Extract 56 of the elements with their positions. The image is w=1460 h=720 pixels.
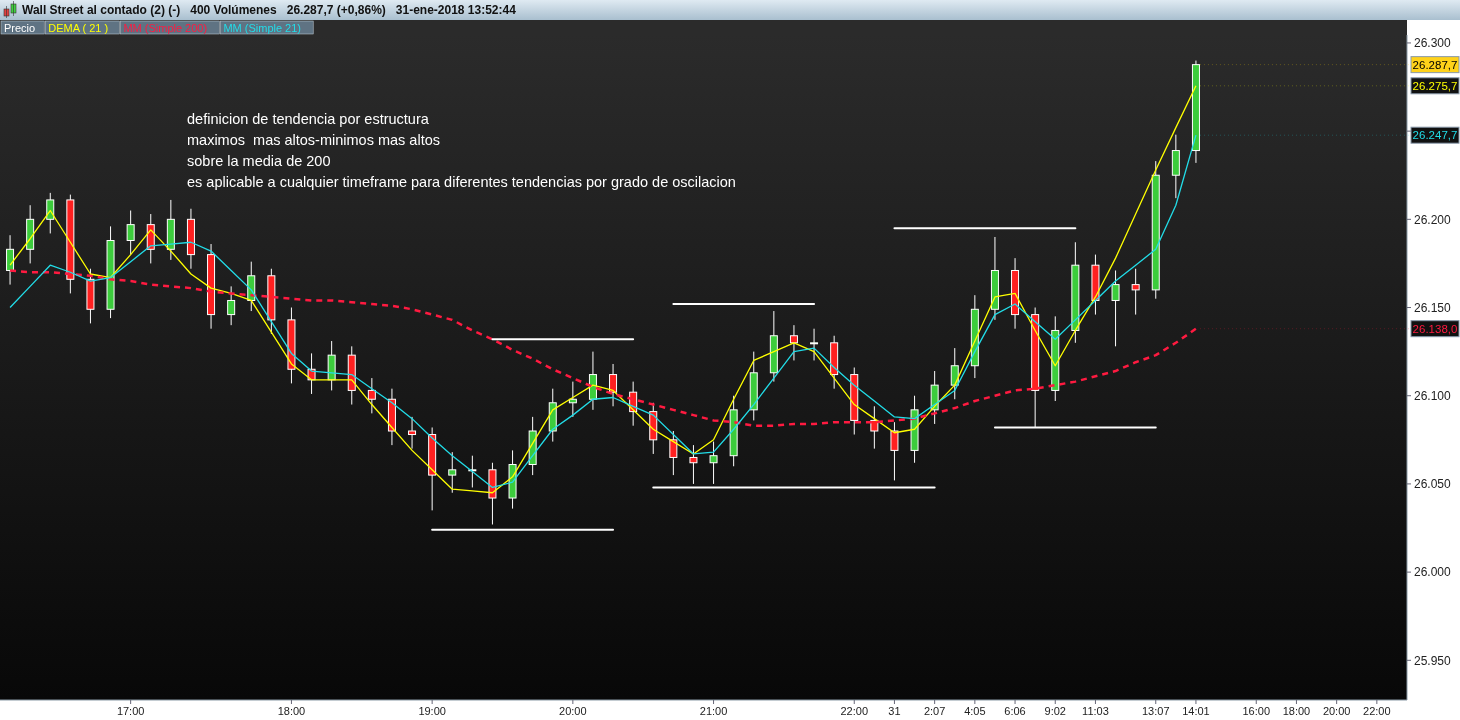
x-tick-label: 9:02 xyxy=(1044,705,1066,717)
y-tick-label: 26.100 xyxy=(1414,388,1452,403)
annotation: 26.138,0 xyxy=(1412,322,1458,335)
candlestick xyxy=(950,347,959,400)
x-tick-label: 20:00 xyxy=(1322,705,1351,717)
x-tick-label: 4:05 xyxy=(964,705,986,717)
text: MM (Simple 200) xyxy=(123,21,208,34)
candlestick xyxy=(669,430,678,476)
candlestick xyxy=(609,363,618,407)
x-tick-label: 16:00 xyxy=(1242,705,1271,717)
y-tick-label: 26.000 xyxy=(1414,565,1452,580)
x-tick-label: 22:00 xyxy=(1363,705,1391,717)
candlestick xyxy=(1131,268,1140,316)
annotation: maximos mas altos-minimos mas altos xyxy=(187,132,440,148)
x-tick-label: 20:00 xyxy=(559,705,587,717)
x-tick-label: 31 xyxy=(888,705,901,717)
x-tick-label: 21:00 xyxy=(699,705,728,717)
annotation: definicion de tendencia por estructura xyxy=(187,111,430,127)
text: Precio xyxy=(4,21,36,34)
candlestick xyxy=(1111,269,1120,347)
x-tick-label: 11:03 xyxy=(1082,705,1109,717)
x-tick-label: 14:01 xyxy=(1182,705,1210,717)
annotation: es aplicable a cualquier timeframe para diferentes tendencias por grado de oscilacion xyxy=(187,174,736,190)
candlestick xyxy=(789,324,798,361)
text: MM (Simple 21) xyxy=(223,21,302,34)
x-tick-label: 19:00 xyxy=(418,705,446,717)
candlestick xyxy=(126,210,135,256)
x-tick-label: 18:00 xyxy=(277,705,306,717)
y-tick-label: 25.950 xyxy=(1414,653,1452,668)
x-tick-label: 22:00 xyxy=(840,705,869,717)
candlestick xyxy=(408,416,417,450)
x-tick-label: 18:00 xyxy=(1282,705,1311,717)
annotation: sobre la media de 200 xyxy=(187,153,331,169)
candlestick xyxy=(709,441,718,485)
candlestick xyxy=(227,285,236,326)
annotation: 26.275,7 xyxy=(1412,79,1458,92)
chart-title: Wall Street al contado (2) (-) 400 Volúmenes 26.287,7 (+0,86%) 31-ene-2018 13:52:44 xyxy=(22,3,517,17)
y-tick-label: 26.300 xyxy=(1414,36,1452,51)
annotation: 26.287,7 xyxy=(1412,58,1458,71)
x-tick-label: 17:00 xyxy=(116,705,145,717)
x-tick-label: 2:07 xyxy=(923,705,946,717)
x-tick-label: 6:06 xyxy=(1004,705,1026,717)
candlestick xyxy=(870,405,879,450)
y-tick-label: 26.050 xyxy=(1414,477,1452,492)
candlestick xyxy=(810,328,819,361)
candlestick xyxy=(689,444,698,485)
candlestick xyxy=(890,421,899,481)
y-tick-label: 26.150 xyxy=(1414,300,1452,315)
candlestick xyxy=(468,455,477,488)
y-tick-label: 26.200 xyxy=(1414,212,1452,227)
annotation: 26.247,7 xyxy=(1412,129,1458,142)
text: DEMA ( 21 ) xyxy=(48,21,109,34)
candlestick xyxy=(367,377,376,414)
candlestick xyxy=(6,234,15,286)
x-tick-label: 13:07 xyxy=(1141,705,1170,717)
candlestick xyxy=(448,451,457,494)
